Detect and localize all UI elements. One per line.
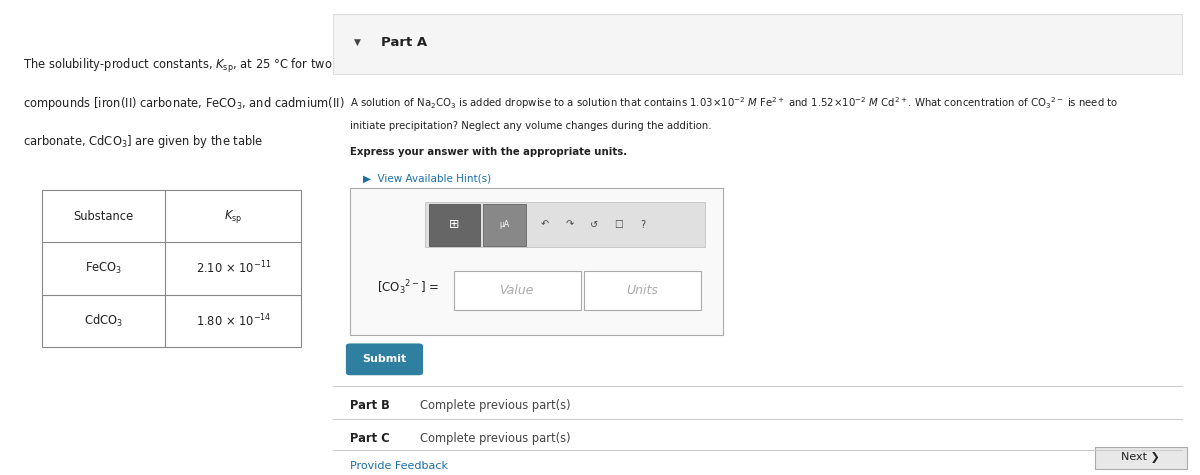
Text: ↶: ↶ [541, 219, 548, 230]
FancyBboxPatch shape [350, 188, 722, 335]
Text: Units: Units [626, 284, 658, 297]
FancyBboxPatch shape [584, 271, 701, 310]
Text: FeCO$_3$: FeCO$_3$ [85, 261, 122, 276]
Text: Submit: Submit [362, 354, 407, 364]
FancyBboxPatch shape [42, 190, 301, 347]
Text: $K_{\mathrm{sp}}$: $K_{\mathrm{sp}}$ [224, 208, 242, 225]
Text: compounds [iron(II) carbonate, FeCO$_3$, and cadmium(II): compounds [iron(II) carbonate, FeCO$_3$,… [23, 95, 344, 112]
FancyBboxPatch shape [1094, 446, 1187, 469]
Text: ↷: ↷ [565, 219, 574, 230]
FancyBboxPatch shape [332, 14, 1182, 74]
Text: Next ❯: Next ❯ [1121, 452, 1160, 464]
Text: 2.10 × 10$^{-11}$: 2.10 × 10$^{-11}$ [196, 260, 271, 276]
Text: Complete previous part(s): Complete previous part(s) [420, 432, 571, 445]
FancyBboxPatch shape [482, 204, 527, 246]
Text: ▶  View Available Hint(s): ▶ View Available Hint(s) [364, 173, 492, 183]
Text: CdCO$_3$: CdCO$_3$ [84, 313, 124, 329]
FancyBboxPatch shape [346, 343, 422, 375]
Text: μA: μA [499, 220, 510, 229]
Text: Express your answer with the appropriate units.: Express your answer with the appropriate… [350, 147, 628, 157]
Text: Complete previous part(s): Complete previous part(s) [420, 399, 571, 412]
Text: Substance: Substance [73, 209, 134, 223]
Text: Part B: Part B [350, 399, 390, 412]
Text: A solution of Na$_2$CO$_3$ is added dropwise to a solution that contains 1.03×10: A solution of Na$_2$CO$_3$ is added drop… [350, 95, 1118, 111]
Text: 1.80 × 10$^{-14}$: 1.80 × 10$^{-14}$ [196, 313, 271, 329]
Text: The solubility-product constants, $K_{\mathrm{sp}}$, at 25 °C for two: The solubility-product constants, $K_{\m… [23, 57, 332, 75]
Text: carbonate, CdCO$_3$] are given by the table: carbonate, CdCO$_3$] are given by the ta… [23, 133, 263, 150]
Text: [CO$_3$$^{2-}$] =: [CO$_3$$^{2-}$] = [377, 278, 439, 297]
Text: ☐: ☐ [614, 219, 623, 230]
Text: ▼: ▼ [354, 38, 361, 47]
Text: ↺: ↺ [589, 219, 598, 230]
Text: ⊞: ⊞ [449, 218, 460, 231]
FancyBboxPatch shape [454, 271, 581, 310]
Text: Provide Feedback: Provide Feedback [350, 461, 449, 471]
Text: Part A: Part A [380, 36, 427, 49]
Text: Value: Value [499, 284, 534, 297]
FancyBboxPatch shape [425, 202, 706, 247]
Text: initiate precipitation? Neglect any volume changes during the addition.: initiate precipitation? Neglect any volu… [350, 121, 712, 131]
FancyBboxPatch shape [430, 204, 480, 246]
Text: Part C: Part C [350, 432, 390, 445]
Text: ?: ? [641, 219, 646, 230]
